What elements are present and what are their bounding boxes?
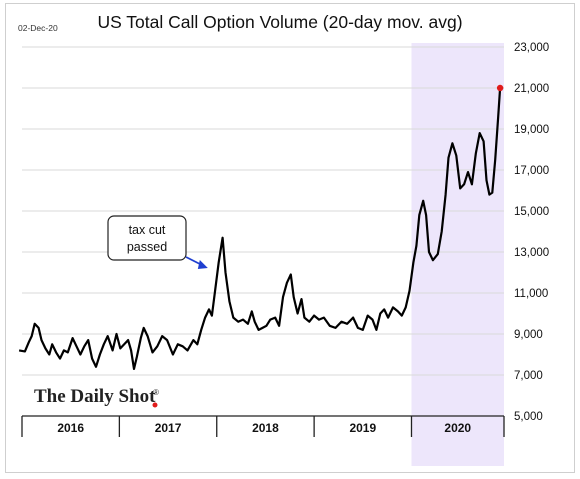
y-tick-label: 17,000 (514, 165, 549, 177)
chart-title: US Total Call Option Volume (20-day mov.… (97, 12, 462, 32)
annotation-box (107, 215, 187, 261)
y-tick-label: 13,000 (514, 247, 549, 259)
series-end-dot (496, 84, 504, 92)
date-stamp: 02-Dec-20 (18, 23, 58, 33)
y-tick-label: 21,000 (514, 83, 549, 95)
annotation-line2: passed (127, 240, 167, 254)
brand-mark: ® (153, 388, 159, 397)
x-year-label: 2020 (444, 421, 471, 435)
brand-logo: The Daily Shot (34, 386, 156, 407)
x-year-label: 2018 (252, 421, 279, 435)
brand-dot (152, 402, 158, 408)
x-year-label: 2019 (349, 421, 376, 435)
x-year-label: 2017 (155, 421, 182, 435)
y-tick-label: 19,000 (514, 124, 549, 136)
y-tick-label: 5,000 (514, 411, 543, 423)
annotation-line1: tax cut (129, 223, 166, 237)
y-tick-label: 15,000 (514, 206, 549, 218)
y-tick-label: 7,000 (514, 370, 543, 382)
y-tick-label: 9,000 (514, 329, 543, 341)
series-line (18, 87, 502, 370)
annotation-arrowhead (197, 260, 208, 269)
highlight-band-2020 (411, 43, 504, 466)
x-year-label: 2016 (57, 421, 84, 435)
chart-frame (5, 3, 575, 473)
y-tick-label: 11,000 (514, 288, 548, 300)
y-tick-label: 23,000 (514, 42, 549, 54)
